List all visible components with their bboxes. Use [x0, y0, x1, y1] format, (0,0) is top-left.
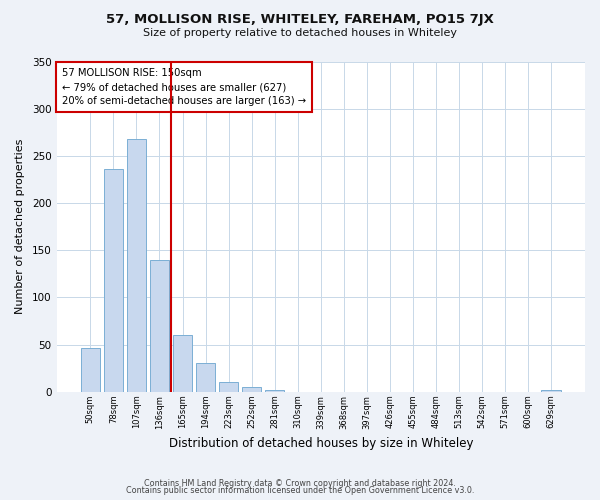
Text: Size of property relative to detached houses in Whiteley: Size of property relative to detached ho…	[143, 28, 457, 38]
Bar	[173, 336, 193, 392]
Text: 57, MOLLISON RISE, WHITELEY, FAREHAM, PO15 7JX: 57, MOLLISON RISE, WHITELEY, FAREHAM, PO…	[106, 12, 494, 26]
Bar	[196, 362, 215, 392]
Text: Contains HM Land Registry data © Crown copyright and database right 2024.: Contains HM Land Registry data © Crown c…	[144, 478, 456, 488]
Bar	[127, 139, 146, 392]
Text: 57 MOLLISON RISE: 150sqm
← 79% of detached houses are smaller (627)
20% of semi-: 57 MOLLISON RISE: 150sqm ← 79% of detach…	[62, 68, 306, 106]
Bar	[149, 260, 169, 392]
Bar	[104, 169, 123, 392]
Bar	[242, 387, 262, 392]
Bar	[80, 348, 100, 392]
X-axis label: Distribution of detached houses by size in Whiteley: Distribution of detached houses by size …	[169, 437, 473, 450]
Y-axis label: Number of detached properties: Number of detached properties	[15, 139, 25, 314]
Text: Contains public sector information licensed under the Open Government Licence v3: Contains public sector information licen…	[126, 486, 474, 495]
Bar	[541, 390, 561, 392]
Bar	[219, 382, 238, 392]
Bar	[265, 390, 284, 392]
